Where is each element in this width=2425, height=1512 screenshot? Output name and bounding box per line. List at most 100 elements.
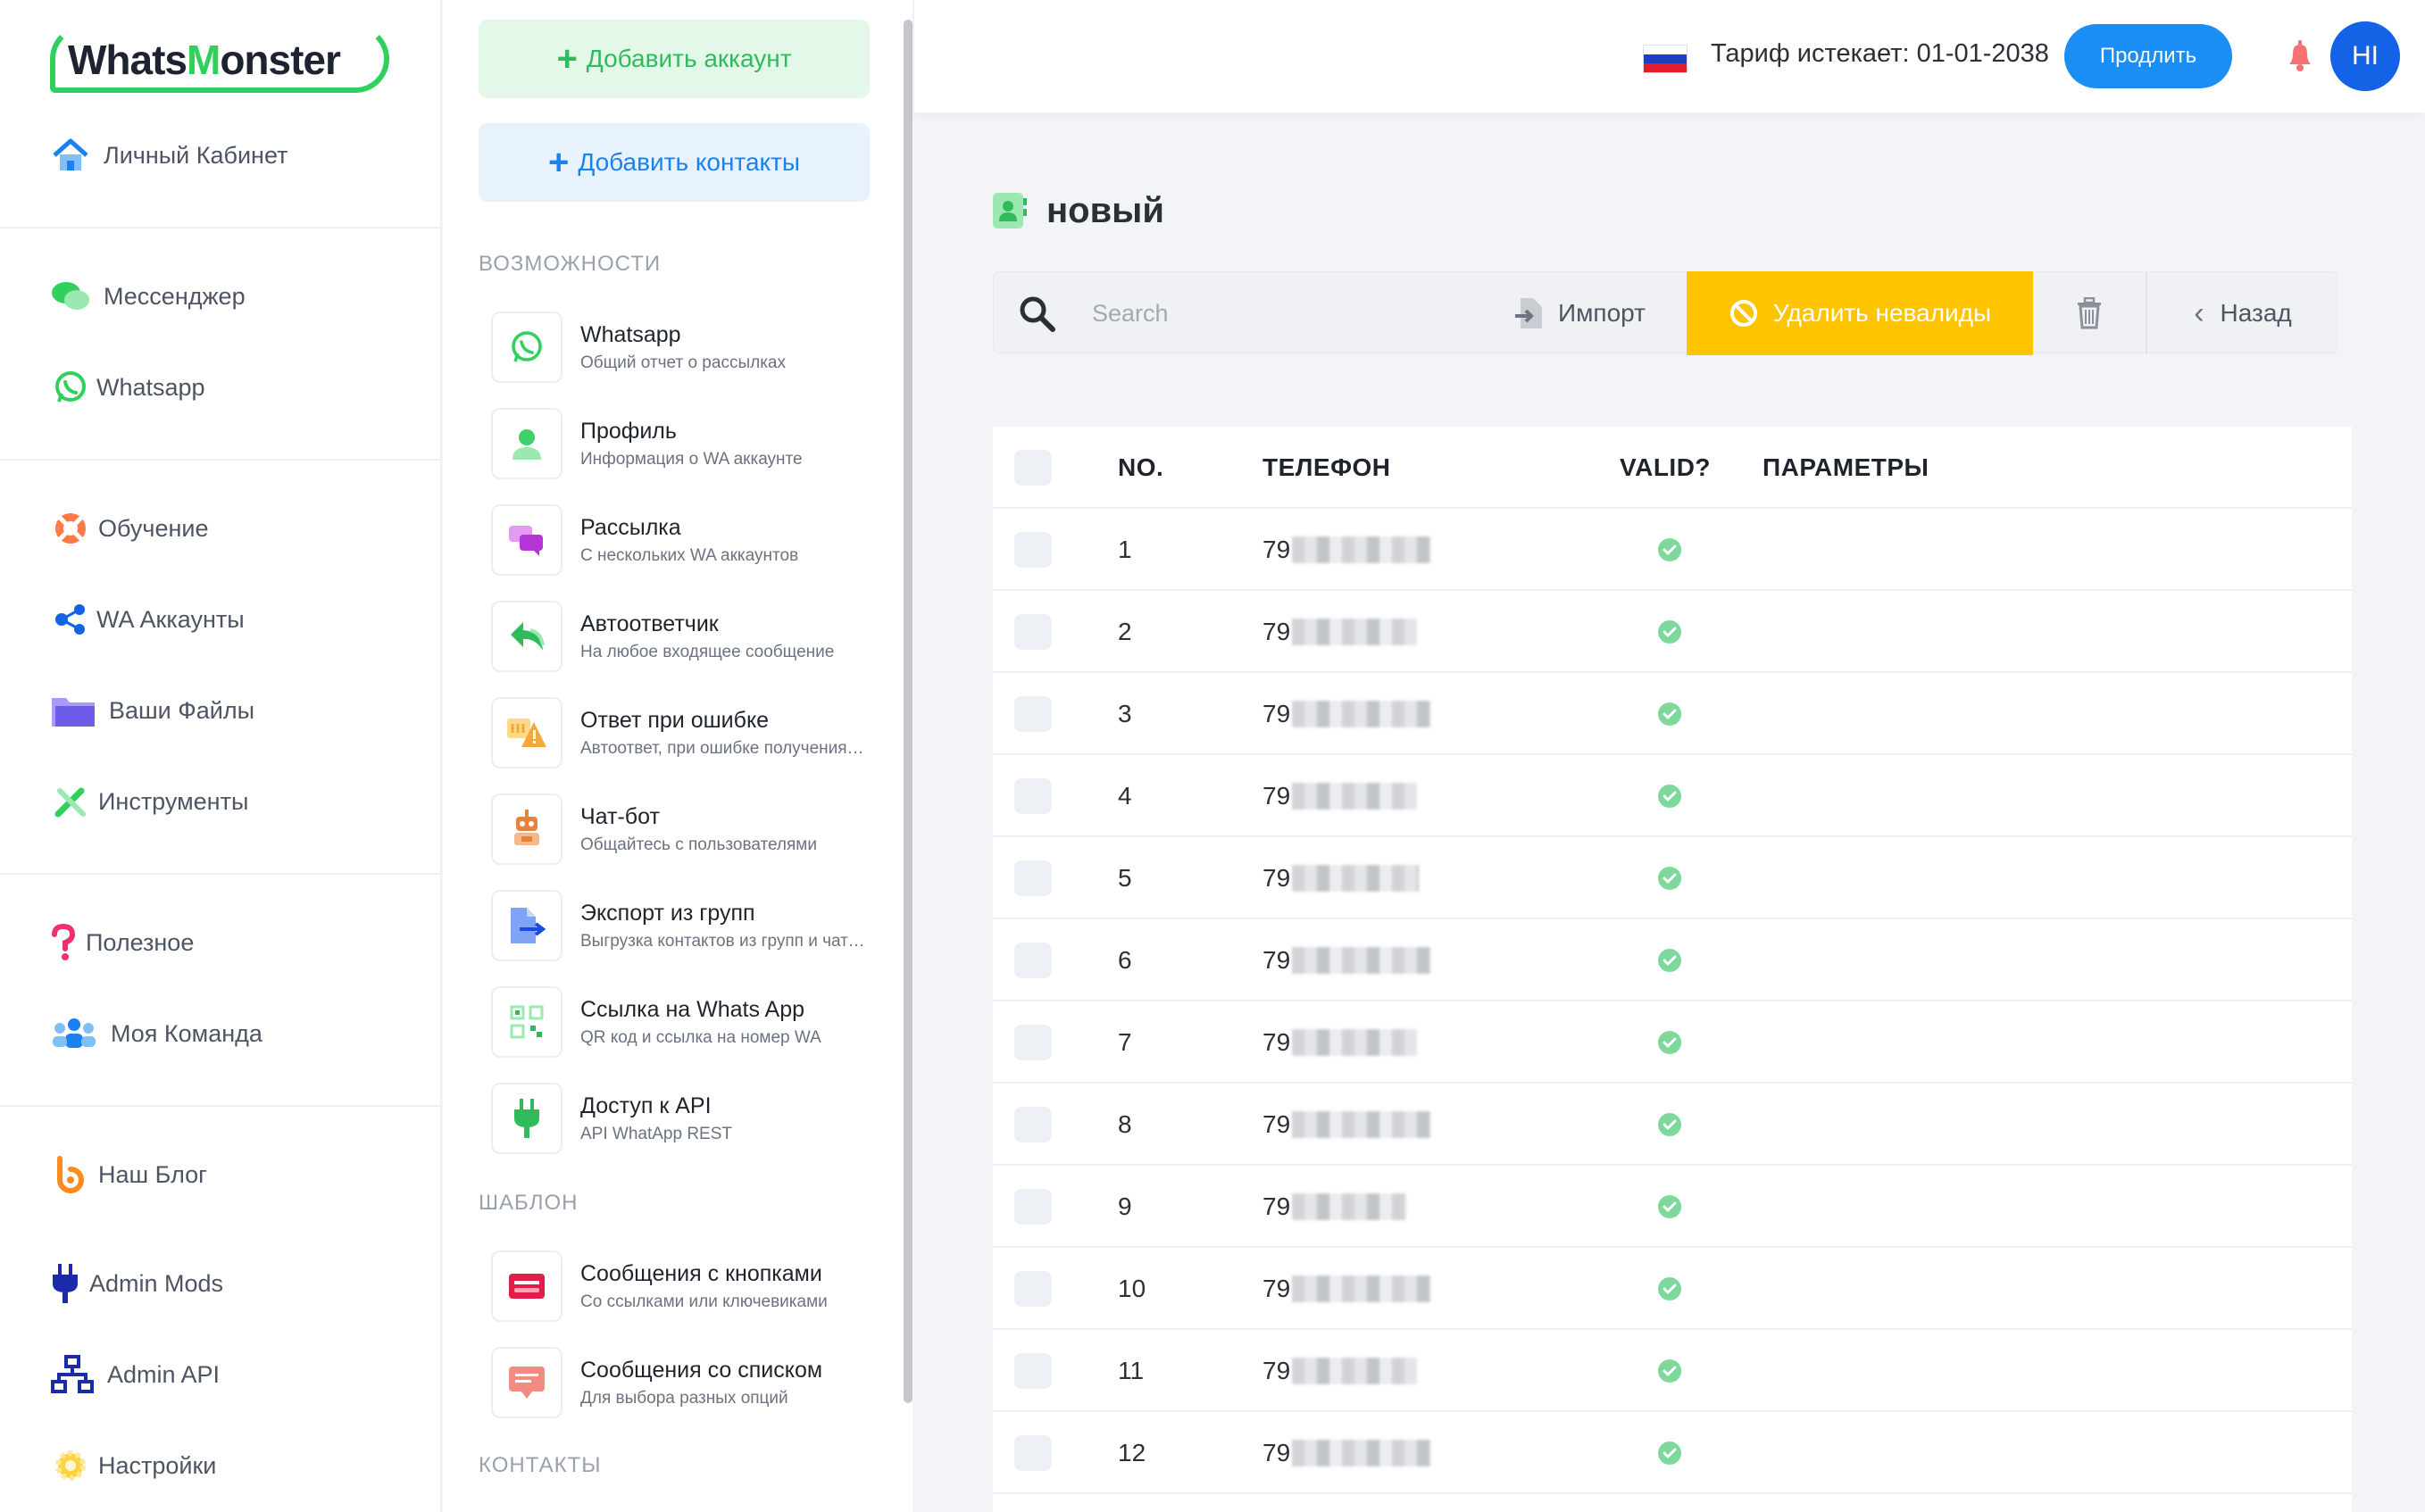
plug-icon bbox=[491, 1083, 562, 1154]
sidebar-item-settings[interactable]: Настройки bbox=[50, 1441, 216, 1491]
feature-subtitle: На любое входящее сообщение bbox=[580, 642, 835, 661]
user-avatar[interactable]: HI bbox=[2330, 21, 2400, 91]
feature-item-error-reply[interactable]: Ответ при ошибке Автоответ, при ошибке по… bbox=[491, 694, 884, 771]
feature-item-autoresponder[interactable]: Автоответчик На любое входящее сообщение bbox=[491, 598, 884, 675]
sidebar-item-admin-api[interactable]: Admin API bbox=[50, 1350, 220, 1400]
row-phone: 79 bbox=[1262, 782, 1418, 810]
delete-button[interactable] bbox=[2033, 272, 2147, 354]
chevron-left-icon: ‹ bbox=[2194, 295, 2204, 330]
sidebar-item-admin-mods[interactable]: Admin Mods bbox=[50, 1259, 223, 1308]
feature-item-mailing[interactable]: Рассылка С нескольких WA аккаунтов bbox=[491, 502, 884, 578]
reply-icon bbox=[491, 601, 562, 672]
valid-check-icon bbox=[1658, 1359, 1681, 1383]
column-header-valid: VALID? bbox=[1620, 453, 1712, 481]
row-checkbox[interactable] bbox=[1014, 778, 1052, 814]
table-row[interactable]: 10 79 bbox=[993, 1248, 2352, 1330]
row-checkbox[interactable] bbox=[1014, 1353, 1052, 1389]
notification-bell-icon[interactable] bbox=[2282, 37, 2318, 73]
sidebar-item-label: Мессенджер bbox=[104, 282, 246, 310]
row-checkbox[interactable] bbox=[1014, 860, 1052, 896]
robot-icon bbox=[491, 793, 562, 865]
sidebar-item-whatsapp[interactable]: Whatsapp bbox=[50, 362, 205, 412]
table-row[interactable]: 7 79 bbox=[993, 1001, 2352, 1084]
sidebar-item-files[interactable]: Ваши Файлы bbox=[50, 685, 254, 735]
tariff-expiry-text: Тариф истекает: 01-01-2038 bbox=[1711, 39, 2049, 68]
sidebar-item-label: Наш Блог bbox=[98, 1160, 208, 1188]
row-phone: 79 bbox=[1262, 536, 1432, 564]
sidebar-item-wa-accounts[interactable]: WA Аккаунты bbox=[50, 594, 245, 644]
select-all-checkbox[interactable] bbox=[1014, 450, 1052, 486]
phone-prefix: 79 bbox=[1262, 1028, 1291, 1056]
whatsmonster-logo[interactable]: WhatsMonster bbox=[50, 25, 389, 96]
messages-icon bbox=[491, 504, 562, 576]
sidebar-divider bbox=[0, 459, 441, 461]
table-row[interactable]: 11 79 bbox=[993, 1330, 2352, 1412]
phone-redacted bbox=[1292, 1275, 1432, 1302]
feature-title: Сообщения с кнопками bbox=[580, 1260, 822, 1286]
table-row[interactable]: 2 79 bbox=[993, 591, 2352, 673]
table-row[interactable]: 4 79 bbox=[993, 755, 2352, 837]
contact-book-icon bbox=[991, 191, 1027, 230]
back-button[interactable]: ‹ Назад bbox=[2147, 272, 2338, 354]
renew-button[interactable]: Продлить bbox=[2064, 24, 2232, 88]
remove-invalid-button[interactable]: Удалить невалиды bbox=[1687, 271, 2033, 355]
search-icon[interactable] bbox=[1017, 294, 1056, 333]
row-checkbox[interactable] bbox=[1014, 696, 1052, 732]
add-contacts-button[interactable]: + Добавить контакты bbox=[479, 123, 870, 202]
table-row[interactable]: 5 79 bbox=[993, 837, 2352, 919]
table-row[interactable]: 8 79 bbox=[993, 1084, 2352, 1166]
feature-item-export-groups[interactable]: Экспорт из групп Выгрузка контактов из гр… bbox=[491, 887, 884, 964]
row-number: 1 bbox=[1118, 536, 1132, 563]
valid-check-icon bbox=[1658, 1441, 1681, 1465]
row-checkbox[interactable] bbox=[1014, 614, 1052, 650]
sidebar-item-messenger[interactable]: Мессенджер bbox=[50, 271, 246, 321]
sidebar-item-learning[interactable]: Обучение bbox=[50, 503, 208, 553]
feature-item-api-access[interactable]: Доступ к API API WhatApp REST bbox=[491, 1080, 884, 1157]
valid-check-icon bbox=[1658, 1031, 1681, 1054]
qr-icon bbox=[491, 986, 562, 1058]
table-row[interactable]: 3 79 bbox=[993, 673, 2352, 755]
panel-scrollbar[interactable] bbox=[904, 20, 912, 1403]
valid-check-icon bbox=[1658, 620, 1681, 644]
search-input[interactable] bbox=[1092, 290, 1467, 336]
import-button[interactable]: Импорт bbox=[1476, 272, 1683, 354]
feature-title: Рассылка bbox=[580, 514, 681, 540]
valid-check-icon bbox=[1658, 1113, 1681, 1136]
phone-prefix: 79 bbox=[1262, 536, 1291, 563]
feature-subtitle: Со ссылками или ключевиками bbox=[580, 1292, 828, 1311]
feature-item-chatbot[interactable]: Чат-бот Общайтесь с пользователями bbox=[491, 791, 884, 868]
feature-subtitle: Общий отчет о рассылках bbox=[580, 353, 786, 372]
export-icon bbox=[491, 890, 562, 961]
row-phone: 79 bbox=[1262, 1275, 1432, 1303]
add-account-button[interactable]: + Добавить аккаунт bbox=[479, 20, 870, 98]
feature-item-whatsapp[interactable]: Whatsapp Общий отчет о рассылках bbox=[491, 309, 884, 386]
block-icon bbox=[1729, 300, 1757, 327]
row-checkbox[interactable] bbox=[1014, 1435, 1052, 1471]
sidebar-item-team[interactable]: Моя Команда bbox=[50, 1009, 262, 1059]
row-number: 10 bbox=[1118, 1275, 1146, 1302]
blog-icon bbox=[50, 1154, 91, 1195]
row-checkbox[interactable] bbox=[1014, 1107, 1052, 1142]
russia-flag-icon[interactable] bbox=[1643, 45, 1688, 73]
sidebar-item-useful[interactable]: Полезное bbox=[50, 918, 194, 968]
row-checkbox[interactable] bbox=[1014, 1189, 1052, 1225]
table-row[interactable]: 12 79 bbox=[993, 1412, 2352, 1494]
feature-item-profile[interactable]: Профиль Информация о WA аккаунте bbox=[491, 405, 884, 482]
table-row[interactable]: 1 79 bbox=[993, 509, 2352, 591]
template-item-buttons[interactable]: Сообщения с кнопками Со ссылками или ключ… bbox=[491, 1248, 884, 1325]
phone-prefix: 79 bbox=[1262, 1110, 1291, 1138]
sidebar-item-blog[interactable]: Наш Блог bbox=[50, 1150, 207, 1200]
feature-subtitle: Автоответ, при ошибке получения сообщени… bbox=[580, 738, 866, 758]
sidebar-item-tools[interactable]: Инструменты bbox=[50, 777, 248, 827]
row-checkbox[interactable] bbox=[1014, 943, 1052, 978]
sidebar-item-cabinet[interactable]: Личный Кабинет bbox=[50, 130, 288, 180]
row-checkbox[interactable] bbox=[1014, 1025, 1052, 1060]
table-row[interactable]: 6 79 bbox=[993, 919, 2352, 1001]
phone-redacted bbox=[1292, 536, 1432, 563]
feature-item-wa-link[interactable]: Ссылка на Whats App QR код и ссылка на но… bbox=[491, 984, 884, 1060]
row-checkbox[interactable] bbox=[1014, 532, 1052, 568]
template-item-list[interactable]: Сообщения со списком Для выбора разных оп… bbox=[491, 1344, 884, 1421]
table-row[interactable]: 9 79 bbox=[993, 1166, 2352, 1248]
row-checkbox[interactable] bbox=[1014, 1271, 1052, 1307]
page-title: новый bbox=[1046, 191, 1164, 230]
